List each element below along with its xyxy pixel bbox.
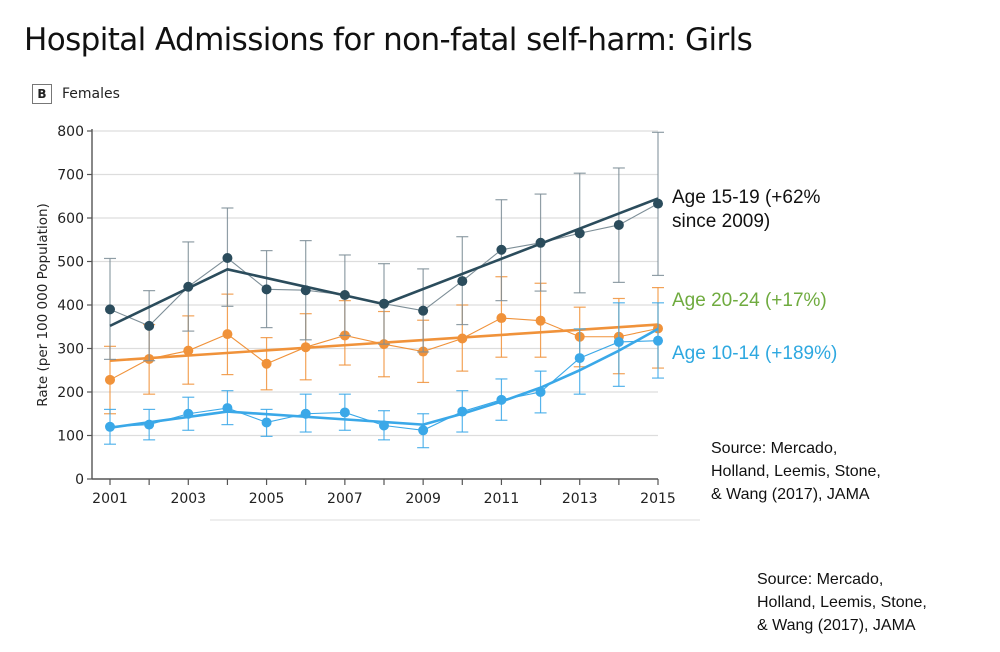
data-point (574, 353, 585, 364)
series-age-10-14 (104, 302, 664, 449)
data-point (379, 298, 389, 309)
data-point (300, 342, 311, 353)
data-point (457, 276, 468, 287)
y-tick-label: 200 (57, 385, 84, 401)
y-tick-label: 600 (57, 211, 84, 227)
y-tick-label: 0 (75, 472, 84, 488)
annotation-age-20-24: Age 20-24 (+17%) (672, 290, 827, 311)
data-point (222, 253, 233, 264)
annotation-age-15-19-line1: Age 15-19 (+62% (672, 187, 821, 208)
data-point (183, 281, 194, 292)
x-tick-label: 2015 (640, 491, 676, 507)
source-line: Holland, Leemis, Stone, (711, 463, 881, 480)
x-tick-label: 2005 (249, 491, 285, 507)
x-tick-label: 2001 (92, 491, 128, 507)
data-point (496, 394, 507, 405)
data-point (105, 421, 115, 432)
data-point (144, 320, 155, 331)
y-tick-label: 400 (57, 298, 84, 314)
data-point (535, 387, 546, 397)
data-point (222, 329, 233, 340)
data-point (300, 285, 311, 296)
data-point (261, 358, 272, 369)
annotation-age-10-14: Age 10-14 (+189%) (672, 343, 838, 364)
y-tick-label: 800 (57, 124, 84, 140)
data-point (300, 408, 311, 419)
y-tick-label: 500 (57, 255, 84, 271)
y-tick-label: 300 (57, 342, 84, 358)
x-tick-label: 2003 (170, 491, 206, 507)
data-point (379, 420, 389, 431)
x-tick-label: 2011 (484, 491, 520, 507)
data-point (653, 335, 663, 346)
series-age-15-19 (104, 131, 664, 362)
source-line: Holland, Leemis, Stone, (757, 594, 927, 611)
data-point (261, 284, 272, 295)
data-point (105, 304, 115, 315)
data-point (457, 333, 468, 344)
data-point (613, 336, 624, 347)
data-point (613, 219, 624, 230)
axes: 0 100 200 300 400 500 600 700 800 2001 2003 2005 200… (57, 124, 676, 507)
x-tick-label: 2009 (405, 491, 441, 507)
source-citation: Source: Mercado, Holland, Leemis, Stone,… (711, 437, 881, 506)
data-point (574, 228, 585, 239)
annotation-age-15-19-line2: since 2009) (672, 211, 771, 232)
y-axis-label: Rate (per 100 000 Population) (35, 203, 51, 407)
slide-title: Hospital Admissions for non-fatal self-h… (24, 22, 753, 58)
data-point (339, 407, 350, 418)
y-tick-label: 700 (57, 168, 84, 184)
data-point (222, 403, 233, 414)
x-tick-label: 2013 (562, 491, 598, 507)
series-layer (104, 131, 664, 449)
gridlines (92, 130, 658, 437)
data-point (653, 198, 663, 209)
data-point (535, 315, 546, 326)
data-point (183, 345, 194, 356)
data-point (457, 406, 468, 417)
source-citation-duplicate: Source: Mercado, Holland, Leemis, Stone,… (757, 568, 927, 637)
data-point (418, 425, 429, 436)
data-point (105, 374, 115, 385)
source-line: Source: Mercado, (757, 571, 884, 588)
data-point (418, 305, 429, 316)
data-point (535, 237, 546, 248)
annotation-age-15-19: Age 15-19 (+62% since 2009) (672, 186, 820, 234)
y-tick-label: 100 (57, 429, 84, 445)
source-line: & Wang (2017), JAMA (711, 486, 870, 503)
data-point (496, 244, 507, 255)
panel-label: B Females (32, 84, 120, 104)
data-point (261, 417, 272, 428)
source-line: Source: Mercado, (711, 440, 838, 457)
panel-letter: B (32, 84, 52, 104)
data-point (339, 289, 350, 300)
data-point (144, 419, 155, 430)
source-line: & Wang (2017), JAMA (757, 617, 916, 634)
data-point (496, 313, 507, 324)
panel-title: Females (62, 86, 120, 102)
x-tick-label: 2007 (327, 491, 363, 507)
data-point (183, 408, 194, 419)
